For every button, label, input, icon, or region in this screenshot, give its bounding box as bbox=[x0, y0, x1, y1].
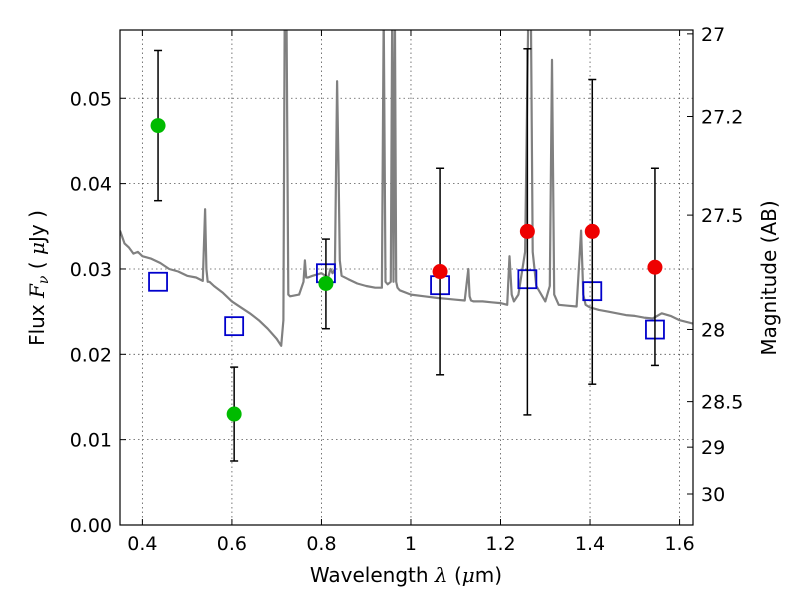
x-axis-label-unit-mu: μ bbox=[462, 563, 475, 587]
mag-tick-label: 28 bbox=[701, 319, 725, 341]
observed-red-point bbox=[647, 259, 663, 275]
x-axis-label-unit-open: ( bbox=[454, 563, 462, 587]
mag-tick-label: 27 bbox=[701, 24, 725, 46]
x-tick-label: 1 bbox=[405, 533, 417, 555]
y-axis-label-unit-mu: μ bbox=[25, 242, 49, 255]
x-tick-label: 0.4 bbox=[127, 533, 157, 555]
y-tick-label: 0.02 bbox=[70, 344, 112, 366]
ticks: 0.4 0.6 0.8 1 1.2 1.4 1.6 0.00 0.01 0.02 0.03 0.04 0… bbox=[70, 24, 744, 555]
y-tick-label: 0.01 bbox=[70, 430, 112, 452]
observed-red-point bbox=[519, 223, 535, 239]
y-axis-label-subscript: ν bbox=[36, 275, 52, 284]
y-tick-label: 0.03 bbox=[70, 259, 112, 281]
x-axis-label-unit-rest: m) bbox=[475, 563, 502, 587]
x-tick-label: 1.2 bbox=[485, 533, 515, 555]
plot-area bbox=[120, 30, 693, 347]
y-axis-label-unit-open: ( bbox=[25, 261, 49, 269]
y-tick-label: 0.05 bbox=[70, 88, 112, 110]
y-tick-label: 0.00 bbox=[70, 515, 112, 537]
y-axis-label-symbol: F bbox=[25, 283, 49, 299]
x-tick-label: 1.6 bbox=[664, 533, 694, 555]
observed-green-point bbox=[150, 118, 166, 134]
mag-tick-label: 30 bbox=[701, 484, 725, 506]
y-axis-label-unit-close: ) bbox=[25, 210, 49, 218]
markers bbox=[148, 48, 665, 462]
x-tick-label: 0.8 bbox=[306, 533, 336, 555]
observed-red-point bbox=[584, 223, 600, 239]
x-axis-label: Wavelength λ (μm) bbox=[310, 563, 502, 587]
y2-axis-label: Magnitude (AB) bbox=[757, 200, 781, 355]
mag-tick-label: 27.2 bbox=[701, 106, 743, 128]
grid bbox=[120, 30, 693, 525]
x-axis-label-text: Wavelength bbox=[310, 563, 429, 587]
observed-green-point bbox=[226, 406, 242, 422]
template-spectrum-line bbox=[120, 30, 693, 347]
y-axis-label: Flux Fν ( μJy ) bbox=[25, 210, 52, 346]
x-tick-label: 1.4 bbox=[575, 533, 605, 555]
observed-red-point bbox=[432, 264, 448, 280]
y-axis-label-text: Flux bbox=[25, 304, 49, 346]
mag-tick-label: 28.5 bbox=[701, 392, 743, 414]
model-flux-box bbox=[148, 271, 168, 292]
plot-frame bbox=[119, 29, 694, 526]
mag-tick-label: 27.5 bbox=[701, 205, 743, 227]
y-axis-label-unit-rest: Jy bbox=[25, 224, 49, 244]
x-axis-label-symbol: λ bbox=[434, 563, 448, 587]
y-tick-label: 0.04 bbox=[70, 174, 112, 196]
observed-green-point bbox=[318, 275, 334, 291]
x-tick-label: 0.6 bbox=[217, 533, 247, 555]
mag-tick-label: 29 bbox=[701, 437, 725, 459]
model-flux-box bbox=[224, 316, 245, 337]
